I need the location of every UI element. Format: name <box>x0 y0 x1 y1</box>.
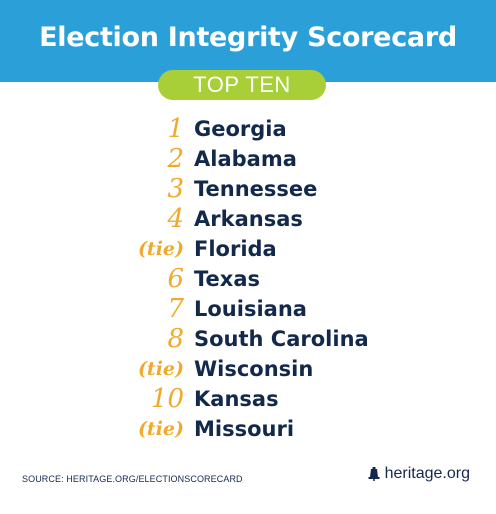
list-item: 1 Georgia <box>0 114 496 144</box>
rank-number: 10 <box>150 384 184 414</box>
rank-number: 7 <box>167 294 184 324</box>
list-item: (tie) Florida <box>0 234 496 264</box>
page-title: Election Integrity Scorecard <box>39 22 457 53</box>
state-name: Kansas <box>194 387 279 411</box>
brand-logo[interactable]: heritage.org <box>368 465 470 483</box>
rank-number: 3 <box>167 174 184 204</box>
list-item: (tie) Wisconsin <box>0 354 496 384</box>
list-item: 6 Texas <box>0 264 496 294</box>
state-name: Tennessee <box>194 177 318 201</box>
rank-tie-label: (tie) <box>137 418 184 440</box>
liberty-bell-icon <box>368 467 380 481</box>
state-name: Missouri <box>194 417 295 441</box>
list-item: 10 Kansas <box>0 384 496 414</box>
source-note: SOURCE: HERITAGE.ORG/ELECTIONSCORECARD <box>22 474 243 484</box>
list-item: (tie) Missouri <box>0 414 496 444</box>
state-name: Florida <box>194 237 277 261</box>
rank-number: 1 <box>167 114 184 144</box>
header-banner: Election Integrity Scorecard <box>0 0 496 82</box>
rank-number: 2 <box>167 144 184 174</box>
rank-number: 4 <box>167 204 184 234</box>
brand-text: heritage.org <box>384 465 470 482</box>
state-name: Texas <box>194 267 260 291</box>
state-name: Alabama <box>194 147 297 171</box>
list-item: 8 South Carolina <box>0 324 496 354</box>
state-name: South Carolina <box>194 327 369 351</box>
rank-number: 8 <box>167 324 184 354</box>
rankings-list: 1 Georgia 2 Alabama 3 Tennessee 4 Arkansas (… <box>0 114 496 444</box>
list-item: 2 Alabama <box>0 144 496 174</box>
rank-number: 6 <box>167 264 184 294</box>
rank-tie-label: (tie) <box>137 238 184 260</box>
state-name: Arkansas <box>194 207 303 231</box>
state-name: Georgia <box>194 117 287 141</box>
top-ten-badge: TOP TEN <box>158 70 326 100</box>
rank-tie-label: (tie) <box>137 358 184 380</box>
state-name: Louisiana <box>194 297 307 321</box>
list-item: 3 Tennessee <box>0 174 496 204</box>
list-item: 4 Arkansas <box>0 204 496 234</box>
list-item: 7 Louisiana <box>0 294 496 324</box>
state-name: Wisconsin <box>194 357 314 381</box>
